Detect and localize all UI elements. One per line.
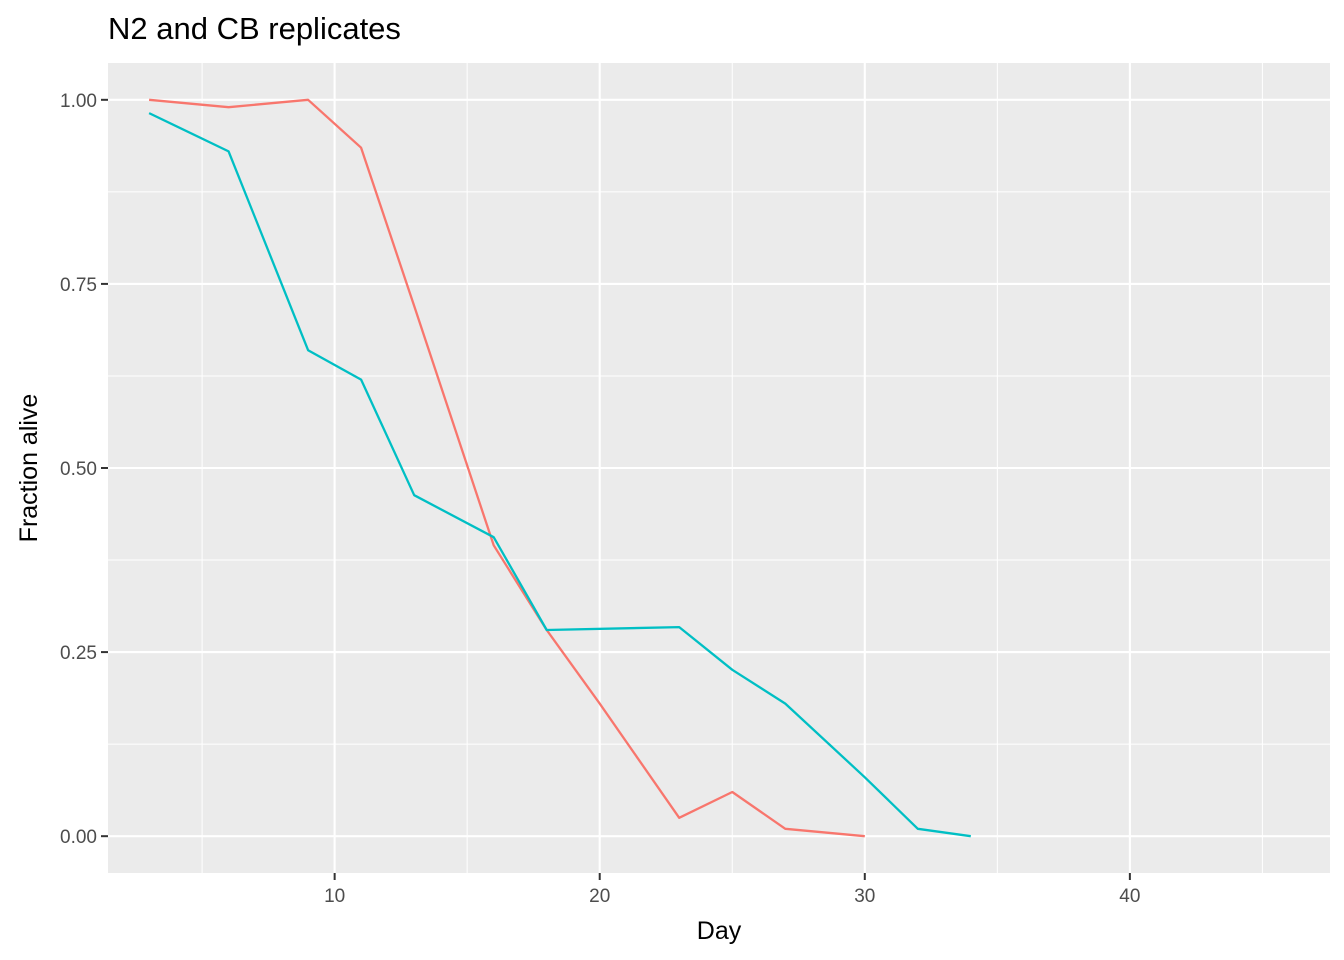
series-line-1	[148, 98, 865, 838]
x-tick-label: 40	[1119, 886, 1140, 907]
x-tick-label: 20	[589, 886, 610, 907]
y-tick-label: 0.00	[60, 827, 97, 848]
y-axis-title: Fraction alive	[15, 394, 43, 543]
x-tick-label: 30	[854, 886, 875, 907]
y-tick-label: 0.25	[60, 643, 97, 664]
x-tick-label: 10	[324, 886, 345, 907]
x-axis-ticks: 10 20 30 40	[324, 873, 1140, 907]
y-tick-label: 0.75	[60, 275, 97, 296]
y-tick-label: 1.00	[60, 91, 97, 112]
series-lines	[148, 98, 971, 838]
y-tick-label: 0.50	[60, 459, 97, 480]
series-line-2	[148, 112, 971, 838]
x-axis-title: Day	[697, 917, 742, 945]
y-axis-ticks: 0.00 0.25 0.50 0.75 1.00	[60, 91, 108, 848]
chart-title: N2 and CB replicates	[108, 11, 401, 46]
major-gridlines	[108, 63, 1330, 873]
